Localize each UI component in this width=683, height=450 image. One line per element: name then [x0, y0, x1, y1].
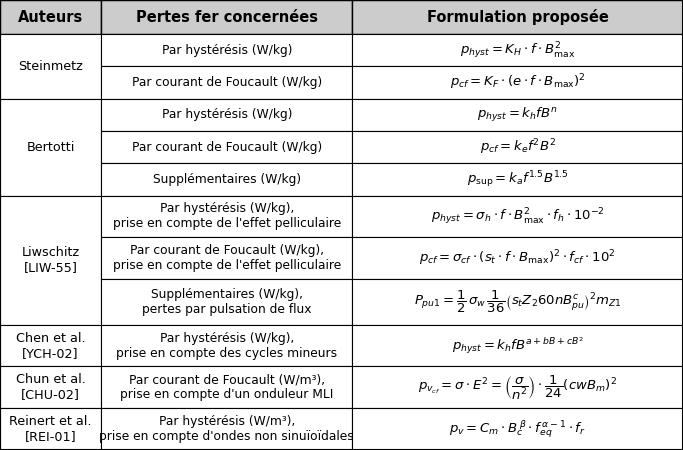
Bar	[101, 237, 352, 279]
Text: Steinmetz: Steinmetz	[18, 60, 83, 73]
Text: $p_{cf} = K_F \cdot \left(e \cdot f \cdot B_{\mathrm{max}}\right)^{2}$: $p_{cf} = K_F \cdot \left(e \cdot f \cdo…	[450, 73, 585, 92]
Bar	[0, 408, 101, 450]
Text: Reinert et al.
[REI-01]: Reinert et al. [REI-01]	[10, 415, 92, 443]
Bar	[0, 34, 101, 99]
Text: $p_{hyst} = K_H \cdot f \cdot B_{\mathrm{max}}^{2}$: $p_{hyst} = K_H \cdot f \cdot B_{\mathrm…	[460, 40, 575, 61]
Text: $P_{pu1} = \dfrac{1}{2}\,\sigma_w\,\dfrac{1}{36}\left(s_t Z_2 60n B_{pu}^{c}\rig: $P_{pu1} = \dfrac{1}{2}\,\sigma_w\,\dfra…	[414, 289, 622, 315]
Bar	[352, 99, 683, 131]
Text: Par hystérésis (W/kg): Par hystérésis (W/kg)	[161, 44, 292, 57]
Bar	[0, 99, 101, 196]
Bar	[101, 0, 352, 34]
Text: Formulation proposée: Formulation proposée	[427, 9, 609, 25]
Text: $p_{v_{cf}} = \sigma \cdot E^{2} = \left(\dfrac{\sigma}{n^{2}}\right) \cdot \dfr: $p_{v_{cf}} = \sigma \cdot E^{2} = \left…	[418, 373, 617, 401]
Text: $p_{cf} = k_e f^{2}B^{2}$: $p_{cf} = k_e f^{2}B^{2}$	[479, 137, 556, 157]
Text: Chen et al.
[YCH-02]: Chen et al. [YCH-02]	[16, 332, 85, 360]
Bar	[352, 325, 683, 366]
Text: Par courant de Foucault (W/kg),
prise en compte de l'effet pelliculaire: Par courant de Foucault (W/kg), prise en…	[113, 244, 341, 272]
Text: Chun et al.
[CHU-02]: Chun et al. [CHU-02]	[16, 374, 85, 401]
Text: Par hystérésis (W/kg),
prise en compte de l'effet pelliculaire: Par hystérésis (W/kg), prise en compte d…	[113, 202, 341, 230]
Text: $p_{hyst} = k_h fB^{a+bB+cB^{2}}$: $p_{hyst} = k_h fB^{a+bB+cB^{2}}$	[452, 335, 583, 356]
Bar	[0, 366, 101, 408]
Text: Supplémentaires (W/kg): Supplémentaires (W/kg)	[153, 173, 301, 186]
Bar	[0, 196, 101, 325]
Bar	[352, 196, 683, 237]
Text: Par hystérésis (W/kg): Par hystérésis (W/kg)	[161, 108, 292, 122]
Bar	[352, 67, 683, 99]
Bar	[101, 67, 352, 99]
Text: $p_v = C_m \cdot B_c^{\,\beta} \cdot f_{eq}^{\,\alpha-1} \cdot f_r$: $p_v = C_m \cdot B_c^{\,\beta} \cdot f_{…	[449, 418, 586, 440]
Text: Par courant de Foucault (W/kg): Par courant de Foucault (W/kg)	[132, 76, 322, 89]
Bar	[101, 366, 352, 408]
Text: Par hystérésis (W/m³),
prise en compte d'ondes non sinuïoïdales: Par hystérésis (W/m³), prise en compte d…	[100, 415, 354, 443]
Text: $p_{\mathrm{sup}} = k_a f^{1.5}B^{1.5}$: $p_{\mathrm{sup}} = k_a f^{1.5}B^{1.5}$	[466, 169, 569, 190]
Bar	[101, 279, 352, 325]
Text: Liwschitz
[LIW-55]: Liwschitz [LIW-55]	[21, 246, 80, 274]
Bar	[101, 196, 352, 237]
Bar	[352, 131, 683, 163]
Bar	[101, 163, 352, 196]
Bar	[352, 366, 683, 408]
Bar	[101, 99, 352, 131]
Bar	[0, 325, 101, 366]
Bar	[101, 325, 352, 366]
Bar	[352, 279, 683, 325]
Text: Par hystérésis (W/kg),
prise en compte des cycles mineurs: Par hystérésis (W/kg), prise en compte d…	[116, 332, 337, 360]
Text: Auteurs: Auteurs	[18, 9, 83, 25]
Bar	[101, 131, 352, 163]
Bar	[352, 34, 683, 67]
Bar	[101, 34, 352, 67]
Bar	[352, 163, 683, 196]
Text: Par courant de Foucault (W/m³),
prise en compte d'un onduleur MLI: Par courant de Foucault (W/m³), prise en…	[120, 374, 333, 401]
Bar	[352, 237, 683, 279]
Text: Bertotti: Bertotti	[27, 141, 74, 153]
Text: $p_{hyst} = \sigma_h \cdot f \cdot B_{\mathrm{max}}^{2} \cdot f_h \cdot 10^{-2}$: $p_{hyst} = \sigma_h \cdot f \cdot B_{\m…	[431, 206, 604, 227]
Text: Supplémentaires (W/kg),
pertes par pulsation de flux: Supplémentaires (W/kg), pertes par pulsa…	[142, 288, 311, 316]
Bar	[0, 0, 101, 34]
Text: $p_{cf} = \sigma_{cf} \cdot \left(s_t \cdot f \cdot B_{\mathrm{max}}\right)^{2} : $p_{cf} = \sigma_{cf} \cdot \left(s_t \c…	[419, 248, 616, 268]
Bar	[352, 408, 683, 450]
Text: Pertes fer concernées: Pertes fer concernées	[136, 9, 318, 25]
Text: $p_{hyst} = k_h fB^{n}$: $p_{hyst} = k_h fB^{n}$	[477, 106, 558, 124]
Bar	[101, 408, 352, 450]
Text: Par courant de Foucault (W/kg): Par courant de Foucault (W/kg)	[132, 141, 322, 153]
Bar	[352, 0, 683, 34]
